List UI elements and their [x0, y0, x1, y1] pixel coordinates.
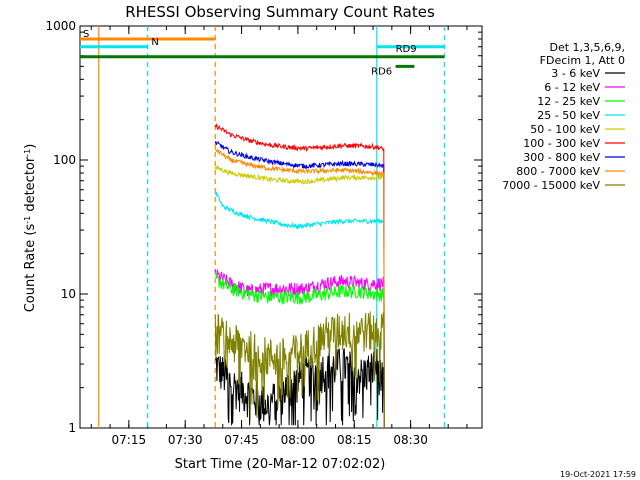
legend-header: Det 1,3,5,6,9,	[549, 41, 625, 54]
x-tick-label: 08:30	[393, 433, 428, 447]
series-line	[214, 191, 385, 429]
legend-label: 100 - 300 keV	[523, 137, 600, 150]
y-tick-label: 10	[61, 287, 76, 301]
flag-label: S	[83, 29, 89, 40]
legend-label: 6 - 12 keV	[544, 81, 600, 94]
series-line	[214, 147, 385, 429]
x-tick-label: 08:15	[337, 433, 372, 447]
chart-title: RHESSI Observing Summary Count Rates	[125, 3, 435, 21]
plot-area: 1 10 100 1000 07:15 07:30 07:45 08:00 08:15 08:30…	[45, 19, 483, 447]
flag-label: RD9	[396, 44, 417, 55]
legend-label: 800 - 7000 keV	[516, 165, 600, 178]
legend-label: 7000 - 15000 keV	[502, 179, 600, 192]
flag-label: N	[151, 37, 158, 48]
legend-label: 25 - 50 keV	[537, 109, 600, 122]
series-line	[214, 123, 385, 429]
legend-label: 12 - 25 keV	[537, 95, 600, 108]
y-tick-label: 1	[68, 421, 76, 435]
flag-label: RD6	[371, 66, 392, 77]
legend-header: FDecim 1, Att 0	[540, 54, 625, 67]
plot-frame	[79, 25, 483, 429]
x-axis-label: Start Time (20-Mar-12 07:02:02)	[175, 457, 386, 472]
x-tick-label: 08:00	[281, 433, 316, 447]
series-line	[214, 164, 385, 429]
series-line	[214, 140, 385, 429]
x-tick-label: 07:45	[224, 433, 259, 447]
y-tick-label: 1000	[45, 19, 76, 33]
legend-label: 300 - 800 keV	[523, 151, 600, 164]
x-tick-label: 07:15	[112, 433, 147, 447]
y-tick-label: 100	[53, 153, 76, 167]
series-line	[214, 311, 385, 429]
footer-date: 19-Oct-2021 17:59	[560, 470, 636, 479]
legend-label: 3 - 6 keV	[551, 67, 600, 80]
legend-label: 50 - 100 keV	[530, 123, 600, 136]
series-line	[214, 269, 385, 429]
series-line	[214, 272, 385, 429]
x-tick-label: 07:30	[168, 433, 203, 447]
y-axis-label: Count Rate (s-1 detector-1)	[23, 144, 39, 313]
series-line	[214, 348, 385, 429]
